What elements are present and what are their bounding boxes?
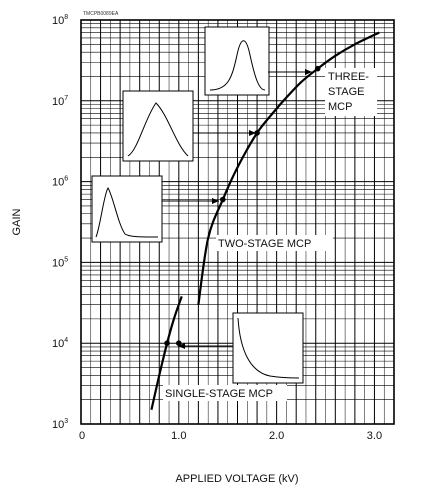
y-tick-label: 105 bbox=[52, 256, 68, 269]
plot-frame bbox=[80, 19, 395, 425]
figure-code: TMCPB0089EA bbox=[83, 11, 119, 17]
three-stage-label-line1: THREE- bbox=[328, 71, 369, 83]
inset-three-stage-pulse bbox=[204, 26, 270, 96]
y-tick-label: 104 bbox=[52, 337, 68, 350]
x-tick-label: 1.0 bbox=[171, 430, 186, 442]
y-tick-label: 106 bbox=[52, 176, 68, 189]
y-axis-label: GAIN bbox=[11, 209, 23, 236]
inset-single-stage-decay bbox=[232, 312, 304, 384]
data-markers bbox=[164, 65, 321, 347]
y-tick-label: 107 bbox=[52, 95, 68, 108]
data-point bbox=[314, 65, 321, 72]
y-tick-label: 108 bbox=[52, 14, 68, 27]
single-stage-label-bg bbox=[163, 385, 287, 401]
x-tick-label: 2.0 bbox=[269, 430, 284, 442]
series-line-two-stage-mcp bbox=[197, 96, 288, 305]
x-axis-label: APPLIED VOLTAGE (kV) bbox=[175, 473, 298, 485]
pointer-arrows bbox=[162, 69, 312, 349]
single-stage-label: SINGLE-STAGE MCP bbox=[165, 388, 273, 400]
two-stage-label: TWO-STAGE MCP bbox=[218, 238, 311, 250]
series-line-three-stage-mcp bbox=[285, 31, 380, 99]
data-point bbox=[254, 130, 260, 136]
data-point bbox=[220, 196, 226, 203]
three-stage-label-line2: STAGE bbox=[328, 86, 364, 98]
three-stage-label-bg bbox=[325, 68, 377, 116]
inset-two-stage-pulse-small bbox=[91, 175, 163, 243]
three-stage-label-line3: MCP bbox=[328, 101, 352, 113]
inset-two-stage-pulse bbox=[122, 90, 194, 162]
x-tick-labels: 0 1.0 2.0 3.0 bbox=[79, 430, 382, 442]
x-tick-label: 0 bbox=[79, 430, 85, 442]
data-point bbox=[164, 340, 170, 347]
y-tick-label: 103 bbox=[52, 418, 68, 431]
data-point bbox=[176, 340, 182, 347]
x-tick-label: 3.0 bbox=[367, 430, 382, 442]
two-stage-label-bg bbox=[216, 235, 333, 251]
y-tick-labels: 103 104 105 106 107 108 bbox=[52, 14, 68, 431]
